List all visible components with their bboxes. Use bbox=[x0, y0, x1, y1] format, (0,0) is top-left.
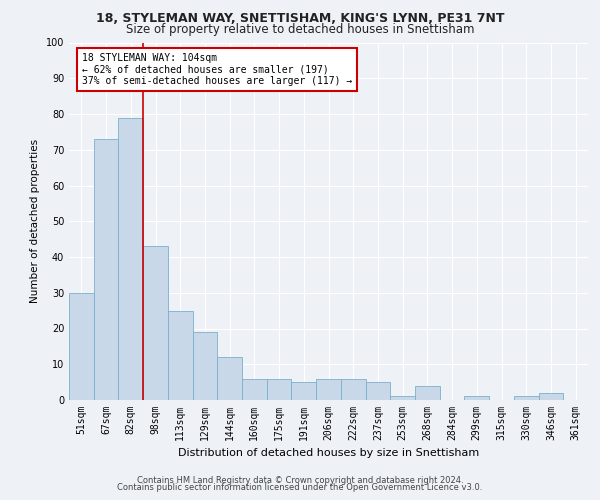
Bar bbox=[168, 310, 193, 400]
Text: 18, STYLEMAN WAY, SNETTISHAM, KING'S LYNN, PE31 7NT: 18, STYLEMAN WAY, SNETTISHAM, KING'S LYN… bbox=[96, 12, 504, 26]
Bar bbox=[193, 332, 217, 400]
Y-axis label: Number of detached properties: Number of detached properties bbox=[30, 139, 40, 304]
Bar bbox=[341, 378, 365, 400]
Text: Contains HM Land Registry data © Crown copyright and database right 2024.: Contains HM Land Registry data © Crown c… bbox=[137, 476, 463, 485]
Text: Contains public sector information licensed under the Open Government Licence v3: Contains public sector information licen… bbox=[118, 484, 482, 492]
Bar bbox=[118, 118, 143, 400]
Bar bbox=[390, 396, 415, 400]
Bar bbox=[69, 292, 94, 400]
Bar bbox=[143, 246, 168, 400]
Bar bbox=[316, 378, 341, 400]
Bar bbox=[539, 393, 563, 400]
Bar bbox=[415, 386, 440, 400]
Bar bbox=[365, 382, 390, 400]
Bar bbox=[464, 396, 489, 400]
Text: Size of property relative to detached houses in Snettisham: Size of property relative to detached ho… bbox=[126, 22, 474, 36]
Bar bbox=[514, 396, 539, 400]
X-axis label: Distribution of detached houses by size in Snettisham: Distribution of detached houses by size … bbox=[178, 448, 479, 458]
Bar bbox=[217, 357, 242, 400]
Bar bbox=[267, 378, 292, 400]
Bar bbox=[94, 139, 118, 400]
Bar bbox=[242, 378, 267, 400]
Text: 18 STYLEMAN WAY: 104sqm
← 62% of detached houses are smaller (197)
37% of semi-d: 18 STYLEMAN WAY: 104sqm ← 62% of detache… bbox=[82, 53, 352, 86]
Bar bbox=[292, 382, 316, 400]
